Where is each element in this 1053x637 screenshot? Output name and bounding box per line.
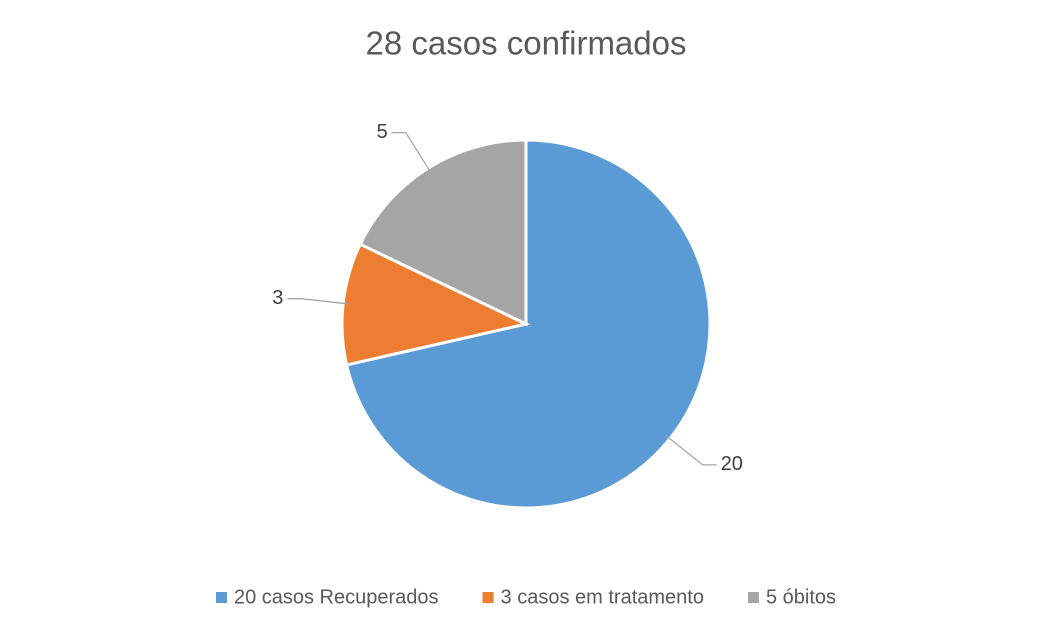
leader-line <box>665 435 717 466</box>
data-label: 20 <box>721 453 743 475</box>
data-label: 3 <box>272 287 283 309</box>
legend-label: 5 óbitos <box>766 586 836 608</box>
data-label: 5 <box>377 121 388 143</box>
chart-title: 28 casos confirmados <box>366 25 687 62</box>
legend-label: 3 casos em tratamento <box>501 586 704 608</box>
leader-line <box>391 131 432 173</box>
legend-swatch <box>747 592 759 603</box>
legend-swatch <box>482 592 494 603</box>
legend-swatch <box>215 592 227 603</box>
legend-label: 20 casos Recuperados <box>234 586 439 608</box>
leader-line <box>287 298 349 305</box>
